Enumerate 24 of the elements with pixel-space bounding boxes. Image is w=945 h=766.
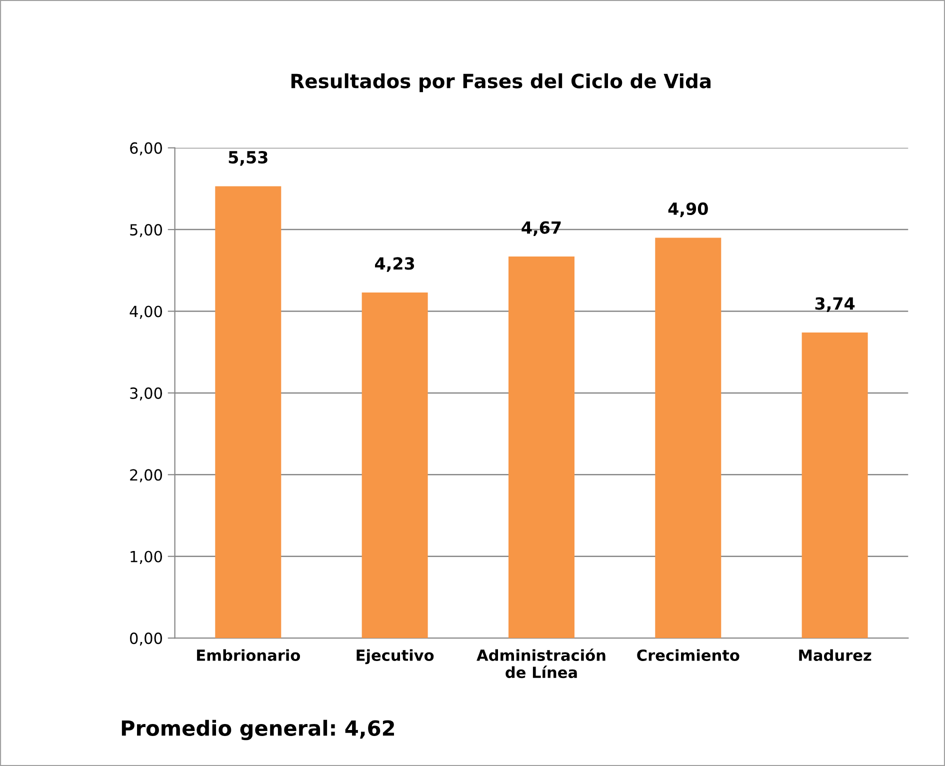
y-tick-label: 4,00 <box>130 306 162 319</box>
bar <box>215 186 282 638</box>
y-tick-label: 3,00 <box>130 387 162 401</box>
x-tick-label: Embrionario <box>197 649 300 662</box>
y-tick-label: 2,00 <box>130 469 162 482</box>
text: Promedio general: 4,62 <box>122 720 394 740</box>
data-label: 4,67 <box>522 221 561 236</box>
y-tick-label: 0,00 <box>130 632 162 646</box>
bar <box>508 256 574 638</box>
x-tick-label: Madurez <box>799 649 872 662</box>
chart-title: Resultados por Fases del Ciclo de Vida <box>291 73 711 92</box>
bar <box>655 238 722 638</box>
y-tick-label: 6,00 <box>130 142 162 156</box>
bar <box>802 332 868 638</box>
data-label: 3,74 <box>815 297 855 312</box>
bar <box>362 292 428 638</box>
data-label: 4,23 <box>375 257 414 272</box>
y-tick-label: 1,00 <box>130 550 162 564</box>
data-label: 5,53 <box>228 150 268 166</box>
x-tick-label: Administración de Línea <box>476 648 606 678</box>
x-tick-label: Crecimiento <box>637 649 740 662</box>
y-tick-label: 5,00 <box>130 224 162 238</box>
data-label: 4,90 <box>668 202 708 218</box>
x-tick-label: Ejecutivo <box>356 649 434 664</box>
